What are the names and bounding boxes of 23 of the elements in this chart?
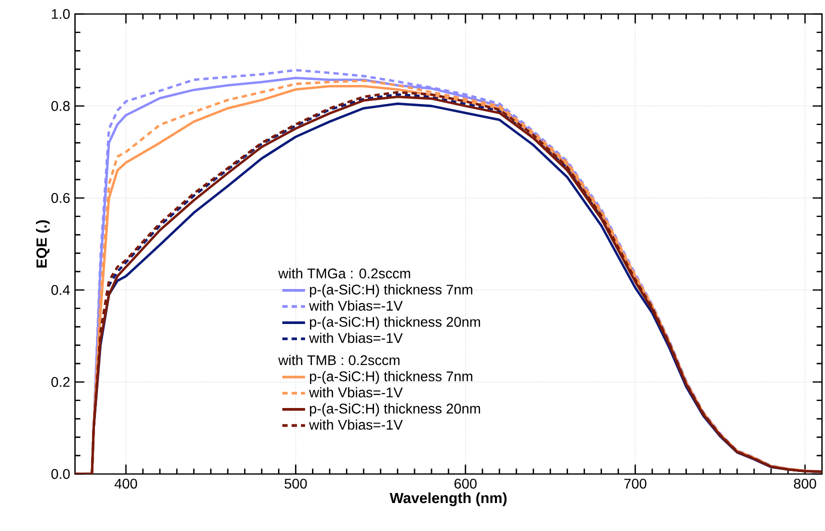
y-tick-label: 0.0 (51, 469, 70, 479)
x-tick-label: 700 (624, 478, 646, 489)
legend-label: with Vbias=-1V (309, 419, 403, 430)
legend-label: p-(a-SiC:H) thickness 7nm (310, 371, 472, 384)
x-tick-label: 500 (284, 478, 307, 489)
legend-label: with Vbias=-1V (309, 300, 403, 311)
legend-label: p-(a-SiC:H) thickness 20nm (310, 403, 480, 416)
y-axis-title: EQE (.) (36, 220, 50, 268)
x-axis-title: Wavelength (nm) (390, 492, 507, 506)
legend-label: with Vbias=-1V (309, 332, 403, 344)
legend-label: with Vbias=-1V (309, 387, 403, 398)
x-tick-label: 800 (794, 478, 816, 489)
x-tick-label: 600 (454, 478, 477, 489)
annotation: with TMB : 0.2sccm (278, 354, 400, 366)
y-tick-label: 0.8 (51, 101, 70, 111)
legend-label: p-(a-SiC:H) thickness 7nm (310, 284, 472, 298)
y-tick-label: 0.2 (51, 377, 70, 387)
x-tick-label: 400 (114, 478, 138, 489)
y-tick-label: 1.0 (52, 9, 70, 19)
annotation: with TMGa : 0.2sccm (278, 268, 410, 278)
y-tick-label: 0.4 (51, 285, 70, 295)
legend-label: p-(a-SiC:H) thickness 20nm (310, 316, 480, 330)
y-tick-label: 0.6 (51, 193, 70, 203)
